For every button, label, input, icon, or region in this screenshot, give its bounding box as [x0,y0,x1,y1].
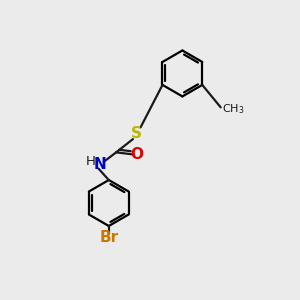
Text: CH$_3$: CH$_3$ [222,102,244,116]
Text: Br: Br [99,230,118,245]
Text: H: H [86,155,96,168]
Text: N: N [94,157,106,172]
Text: O: O [130,147,143,162]
Text: S: S [131,126,142,141]
